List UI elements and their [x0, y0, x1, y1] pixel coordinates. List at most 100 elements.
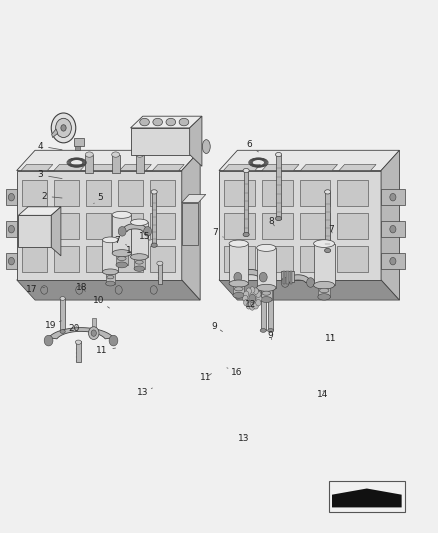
Bar	[112, 215, 131, 253]
Bar	[22, 213, 47, 239]
Polygon shape	[182, 203, 198, 245]
Bar	[22, 246, 47, 272]
Text: 7: 7	[328, 225, 334, 233]
Text: 18: 18	[76, 284, 87, 292]
Text: 11: 11	[325, 335, 337, 343]
Polygon shape	[285, 275, 311, 282]
Circle shape	[144, 227, 152, 236]
Bar	[152, 192, 156, 245]
Ellipse shape	[318, 294, 330, 300]
Bar	[325, 192, 330, 251]
Text: 13: 13	[137, 388, 152, 397]
Bar	[276, 155, 281, 219]
Ellipse shape	[112, 152, 120, 157]
Bar	[262, 213, 293, 239]
Polygon shape	[17, 171, 182, 280]
Bar	[86, 180, 111, 206]
Circle shape	[244, 291, 249, 297]
Ellipse shape	[166, 118, 176, 126]
Ellipse shape	[75, 340, 81, 344]
Text: 11: 11	[200, 373, 212, 382]
Polygon shape	[223, 165, 261, 171]
Bar	[136, 155, 144, 173]
Text: 2: 2	[41, 192, 62, 200]
Ellipse shape	[229, 280, 248, 287]
Ellipse shape	[325, 190, 331, 194]
Bar	[86, 246, 111, 272]
Bar	[85, 155, 93, 173]
Bar	[283, 271, 285, 284]
Polygon shape	[17, 280, 200, 300]
Polygon shape	[219, 150, 399, 171]
Ellipse shape	[131, 254, 148, 260]
Circle shape	[246, 288, 251, 294]
Circle shape	[8, 193, 14, 201]
Bar	[262, 246, 293, 272]
Bar	[74, 138, 84, 146]
Bar	[158, 262, 162, 284]
Text: 10: 10	[93, 296, 110, 308]
Bar	[118, 180, 143, 206]
Ellipse shape	[112, 211, 131, 219]
Polygon shape	[6, 253, 17, 269]
Text: 17: 17	[26, 286, 45, 294]
Ellipse shape	[325, 248, 331, 253]
Polygon shape	[49, 328, 113, 339]
Bar	[118, 213, 143, 239]
Ellipse shape	[153, 118, 162, 126]
Ellipse shape	[117, 256, 126, 261]
Bar	[106, 272, 115, 284]
Bar	[76, 341, 81, 362]
Circle shape	[249, 294, 256, 303]
Polygon shape	[17, 150, 200, 171]
Ellipse shape	[260, 278, 266, 281]
Bar	[54, 246, 79, 272]
Bar	[244, 171, 248, 235]
Ellipse shape	[102, 269, 118, 274]
Ellipse shape	[276, 216, 282, 221]
Circle shape	[41, 286, 48, 294]
Polygon shape	[152, 165, 184, 171]
Bar	[233, 284, 244, 295]
Polygon shape	[21, 165, 53, 171]
Text: 13: 13	[238, 434, 249, 442]
Ellipse shape	[314, 240, 335, 247]
Text: 4: 4	[38, 142, 62, 150]
Polygon shape	[182, 150, 200, 300]
Bar	[261, 280, 266, 330]
Ellipse shape	[106, 281, 115, 286]
Polygon shape	[131, 116, 202, 128]
Polygon shape	[6, 221, 17, 237]
Bar	[229, 244, 248, 284]
Polygon shape	[131, 128, 190, 155]
Circle shape	[256, 291, 261, 297]
Ellipse shape	[136, 152, 144, 157]
Ellipse shape	[116, 262, 127, 268]
Bar	[314, 244, 335, 285]
Polygon shape	[381, 253, 405, 269]
Circle shape	[256, 300, 261, 306]
Circle shape	[88, 327, 99, 340]
Polygon shape	[6, 189, 17, 205]
Bar	[290, 271, 292, 284]
Bar	[286, 271, 289, 284]
Bar	[92, 318, 96, 333]
Polygon shape	[120, 165, 152, 171]
Ellipse shape	[179, 118, 189, 126]
Ellipse shape	[140, 118, 149, 126]
Bar	[118, 246, 143, 272]
Polygon shape	[262, 165, 299, 171]
Ellipse shape	[151, 190, 157, 194]
Polygon shape	[87, 165, 119, 171]
Bar	[261, 288, 272, 300]
Ellipse shape	[257, 244, 276, 252]
Text: 14: 14	[317, 390, 328, 399]
Polygon shape	[190, 116, 202, 166]
Text: 9: 9	[268, 332, 274, 340]
Text: 1: 1	[126, 246, 138, 255]
Bar	[116, 253, 127, 265]
Circle shape	[259, 272, 267, 282]
Polygon shape	[51, 207, 61, 256]
Ellipse shape	[107, 276, 114, 279]
Ellipse shape	[131, 219, 148, 225]
